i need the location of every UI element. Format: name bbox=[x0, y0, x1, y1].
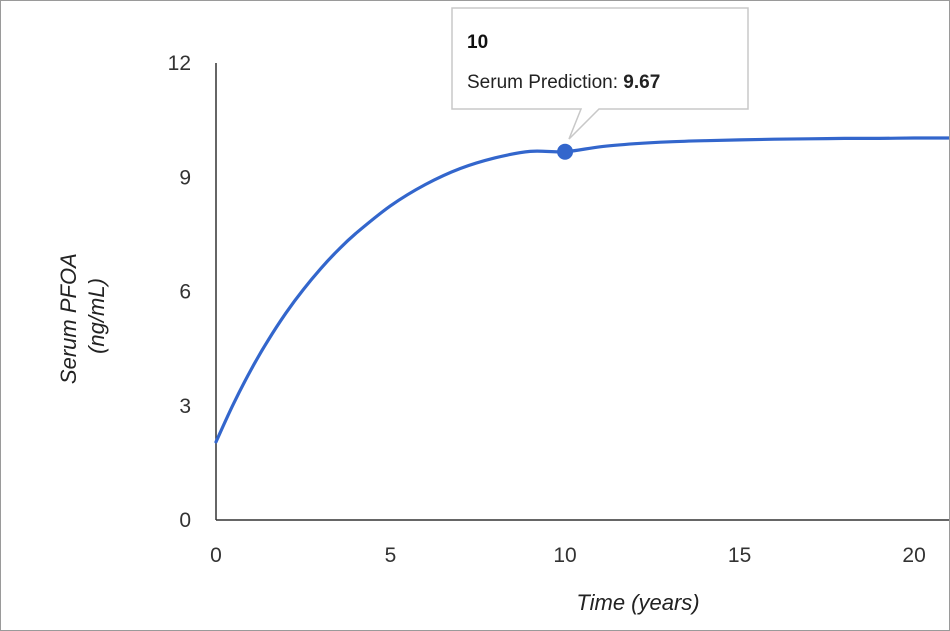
y-tick-labels: 0 3 6 9 12 bbox=[168, 52, 191, 532]
x-tick-label: 5 bbox=[385, 544, 397, 567]
tooltip-label: Serum Prediction: bbox=[467, 72, 618, 93]
tooltip: 10 Serum Prediction: 9.67 bbox=[451, 7, 749, 140]
tooltip-text: Serum Prediction: 9.67 bbox=[467, 72, 660, 93]
y-tick-label: 9 bbox=[179, 166, 191, 189]
y-tick-label: 12 bbox=[168, 52, 191, 75]
y-axis-title-line-1: Serum PFOA bbox=[56, 254, 81, 384]
x-tick-label: 20 bbox=[902, 544, 925, 567]
highlight-point[interactable] bbox=[557, 143, 574, 160]
x-tick-label: 15 bbox=[728, 544, 751, 567]
tooltip-value: 9.67 bbox=[623, 72, 660, 93]
y-tick-label: 3 bbox=[179, 395, 191, 418]
x-axis-title: Time (years) bbox=[576, 590, 699, 615]
x-tick-labels: 0 5 10 15 20 bbox=[210, 544, 926, 567]
y-tick-label: 6 bbox=[179, 281, 191, 304]
x-tick-label: 10 bbox=[553, 544, 576, 567]
y-axis-title: Serum PFOA (ng/mL) bbox=[56, 248, 109, 384]
series-line bbox=[214, 136, 949, 444]
tooltip-title: 10 bbox=[467, 32, 488, 53]
y-axis-title-line-2: (ng/mL) bbox=[84, 278, 109, 354]
y-tick-label: 0 bbox=[179, 509, 191, 532]
series-layer bbox=[214, 136, 949, 444]
tooltip-box bbox=[451, 7, 749, 140]
x-tick-label: 0 bbox=[210, 544, 222, 567]
